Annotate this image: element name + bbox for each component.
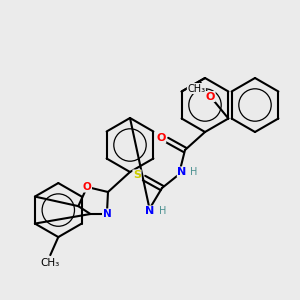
Text: H: H xyxy=(159,206,167,216)
Text: O: O xyxy=(83,182,92,192)
Text: CH₃: CH₃ xyxy=(41,258,60,268)
Text: N: N xyxy=(103,209,111,219)
Text: H: H xyxy=(190,167,198,177)
Text: N: N xyxy=(177,167,187,177)
Text: N: N xyxy=(146,206,154,216)
Text: O: O xyxy=(156,133,166,143)
Text: O: O xyxy=(206,92,215,101)
Text: S: S xyxy=(133,170,141,180)
Text: CH₃: CH₃ xyxy=(187,83,206,94)
